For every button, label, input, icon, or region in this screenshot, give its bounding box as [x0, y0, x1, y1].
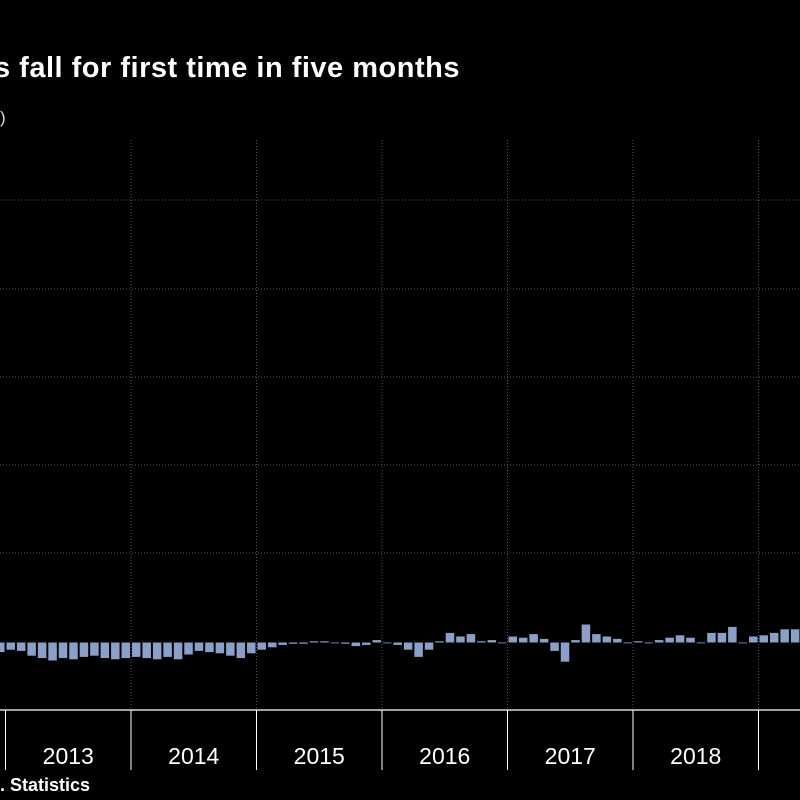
bar: [644, 642, 653, 644]
bar: [707, 632, 716, 643]
bar: [529, 634, 538, 643]
bar: [288, 642, 298, 644]
bar: [152, 642, 162, 660]
bar: [581, 624, 591, 643]
bar: [560, 642, 570, 662]
bar: [48, 642, 57, 661]
bar: [623, 642, 633, 644]
bar: [769, 632, 779, 643]
bar: [372, 640, 382, 643]
x-tick-label: 2018: [670, 743, 721, 769]
bar: [550, 642, 559, 651]
bar: [749, 636, 758, 643]
bar: [445, 632, 455, 643]
bar: [728, 626, 737, 643]
bar: [456, 636, 465, 643]
bar: [466, 634, 476, 643]
bar: [100, 642, 110, 659]
bar: [236, 642, 246, 659]
bar: [142, 642, 151, 659]
bar: [518, 637, 528, 643]
x-tick-label: 2017: [545, 743, 596, 769]
bar: [184, 642, 193, 655]
chart-title: s fall for first time in five months: [0, 52, 460, 84]
bar: [267, 642, 277, 648]
bar: [341, 642, 350, 644]
bar: [393, 642, 402, 645]
bar: [121, 642, 131, 659]
bar: [173, 642, 183, 660]
bar: [790, 629, 800, 643]
bar: [27, 642, 36, 656]
x-tick-label: 2014: [168, 743, 219, 769]
bar: [330, 642, 340, 644]
bar: [194, 642, 204, 651]
bar: [69, 642, 78, 660]
bar: [226, 642, 235, 656]
bar: [205, 642, 214, 653]
bar: [79, 642, 89, 657]
bar: [37, 642, 47, 659]
bar: [257, 642, 266, 650]
bar: [111, 642, 120, 660]
bar: [247, 642, 256, 654]
bar: [613, 638, 622, 643]
bar: [738, 642, 748, 644]
bar: [487, 640, 497, 643]
bar: [654, 640, 664, 643]
bar: [498, 642, 507, 644]
bar: [717, 632, 727, 643]
bar: [278, 642, 287, 645]
bar: [592, 634, 601, 643]
bar: [435, 641, 444, 643]
bar: [602, 636, 612, 643]
bar: [403, 642, 413, 650]
bar: [477, 641, 486, 643]
bar: [320, 641, 329, 643]
bar: [414, 642, 423, 657]
bar: [351, 642, 361, 647]
bar: [539, 638, 549, 643]
bar: [675, 635, 685, 643]
bar: [362, 642, 371, 645]
bar: [131, 642, 141, 657]
bar: [424, 642, 434, 650]
bar: [665, 637, 674, 643]
bar: [90, 642, 99, 656]
bar: [299, 642, 308, 644]
bar: [309, 641, 319, 643]
bar: [508, 636, 517, 643]
bar: [215, 642, 225, 654]
bar: [163, 642, 172, 657]
bar: [696, 642, 706, 644]
x-tick-label: 2015: [294, 743, 345, 769]
bar: [571, 640, 580, 643]
bar: [16, 642, 26, 651]
bar: [58, 642, 68, 659]
bar: [780, 629, 789, 643]
bar: [0, 642, 5, 653]
bar: [382, 642, 392, 644]
x-tick-label: 2016: [419, 743, 470, 769]
bar: [633, 641, 643, 643]
bar: [759, 635, 768, 643]
chart-source: . Statistics: [0, 775, 91, 795]
x-tick-label: 2013: [43, 743, 94, 769]
chart-subtitle: ): [0, 108, 6, 127]
bar: [686, 637, 695, 643]
bar: [6, 642, 15, 650]
